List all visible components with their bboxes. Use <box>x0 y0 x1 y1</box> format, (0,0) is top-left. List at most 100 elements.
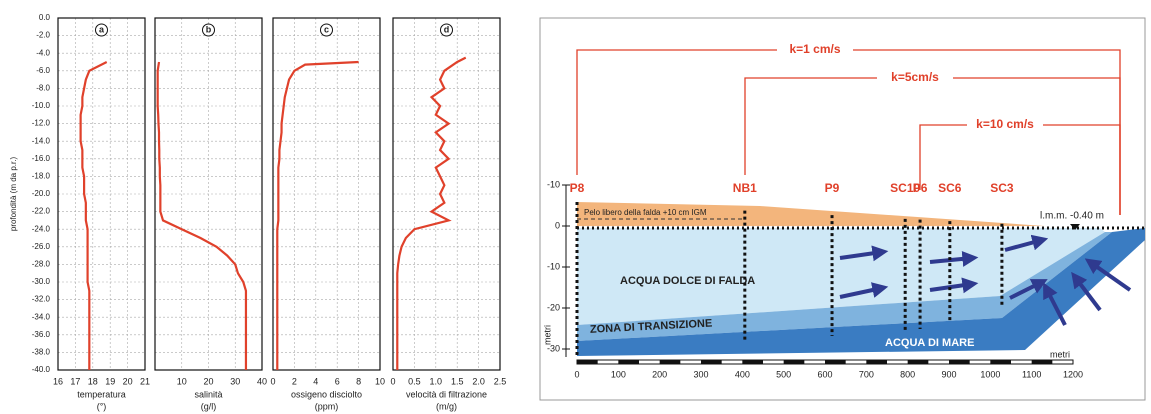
x-tick-label: 40 <box>257 376 267 386</box>
profile-panels: 0.0 -2.0 -4.0 -6.0 -8.0 -10.0 -12.0 -14.0 -16.0 -… <box>9 13 506 411</box>
x-tick-label: 300 <box>693 369 708 379</box>
zone-label: ACQUA DOLCE DI FALDA <box>620 275 755 287</box>
x-tick-label: 0 <box>390 376 395 386</box>
y-tick-label: -30 <box>547 343 560 353</box>
x-axis-title: temperatura <box>77 389 126 399</box>
well-label: P9 <box>825 181 840 195</box>
y-tick-label: -12.0 <box>32 119 51 128</box>
y-tick-label: 0 <box>555 220 560 230</box>
axis-segment <box>1032 360 1053 364</box>
x-tick-label: 1200 <box>1063 369 1083 379</box>
x-tick-label: 0 <box>574 369 579 379</box>
y-tick-label: -36.0 <box>32 330 51 339</box>
y-tick-label: 0.0 <box>39 13 51 22</box>
profile-line <box>397 58 465 370</box>
bracket <box>745 78 1120 215</box>
x-tick-label: 10 <box>177 376 187 386</box>
x-axis-title: ossigeno disciolto <box>291 389 362 399</box>
y-tick-label: -10.0 <box>32 101 51 110</box>
x-tick-label: 2.5 <box>494 376 507 386</box>
x-tick-label: 19 <box>105 376 115 386</box>
axis-segment <box>990 360 1011 364</box>
x-tick-label: 18 <box>88 376 98 386</box>
y-tick-label: -10 <box>547 261 560 271</box>
axis-segment <box>866 360 887 364</box>
y-tick-label: -4.0 <box>36 48 50 57</box>
x-tick-label: 16 <box>53 376 63 386</box>
y-tick-label: -38.0 <box>32 348 51 357</box>
axis-segment <box>618 360 639 364</box>
sea-level-label: l.m.m. -0.40 m <box>1040 211 1104 222</box>
y-tick-label: -8.0 <box>36 84 50 93</box>
y-tick-label: -24.0 <box>32 224 51 233</box>
y-tick-label: -2.0 <box>36 31 50 40</box>
panel-label: c <box>324 24 329 34</box>
y-tick-label: -22.0 <box>32 207 51 216</box>
profile-line <box>81 62 107 370</box>
y-axis-title: metri <box>542 325 552 345</box>
axis-segment <box>949 360 970 364</box>
x-tick-label: 1100 <box>1022 369 1041 379</box>
axis-segment <box>742 360 763 364</box>
y-tick-label: -40.0 <box>32 365 51 374</box>
x-tick-label: 0 <box>270 376 275 386</box>
axis-segment <box>784 360 805 364</box>
x-tick-label: 1.0 <box>430 376 443 386</box>
y-axis-title: profondità (m da p.r.) <box>9 157 18 232</box>
cross-section: Pelo libero della falda +10 cm IGM l.m.m… <box>540 18 1145 400</box>
zone-label: ACQUA DI MARE <box>885 337 974 349</box>
y-tick-label: -20 <box>547 302 560 312</box>
x-tick-label: 400 <box>735 369 750 379</box>
x-tick-label: 20 <box>203 376 213 386</box>
figure: 0.0 -2.0 -4.0 -6.0 -8.0 -10.0 -12.0 -14.0 -16.0 -… <box>0 0 1151 414</box>
bracket-label: k=5cm/s <box>891 70 939 84</box>
x-axis-unit: (°) <box>97 401 107 411</box>
well-label: P8 <box>570 181 585 195</box>
x-axis-title: metri <box>1050 349 1070 359</box>
y-tick-label: -30.0 <box>32 277 51 286</box>
y-tick-label: -10 <box>547 179 560 189</box>
axis-segment <box>577 360 598 364</box>
y-tick-label: -32.0 <box>32 295 51 304</box>
x-axis-title: velocità di filtrazione <box>406 389 487 399</box>
x-tick-label: 10 <box>375 376 385 386</box>
x-tick-label: 1000 <box>980 369 1000 379</box>
x-axis-unit: (g/l) <box>201 401 217 411</box>
x-tick-label: 800 <box>900 369 915 379</box>
x-axis-unit: (m/g) <box>436 401 457 411</box>
x-tick-label: 0.5 <box>408 376 421 386</box>
bracket-label: k=10 cm/s <box>976 117 1034 131</box>
axis-segment <box>825 360 846 364</box>
x-tick-label: 2.0 <box>472 376 485 386</box>
x-tick-label: 900 <box>941 369 956 379</box>
y-tick-label: -14.0 <box>32 136 51 145</box>
x-tick-label: 6 <box>335 376 340 386</box>
y-tick-label: -28.0 <box>32 260 51 269</box>
x-tick-label: 100 <box>611 369 626 379</box>
x-tick-label: 8 <box>356 376 361 386</box>
x-tick-label: 30 <box>230 376 240 386</box>
axis-segment <box>908 360 929 364</box>
bracket-label: k=1 cm/s <box>789 42 840 56</box>
y-tick-label: -16.0 <box>32 154 51 163</box>
x-tick-label: 21 <box>140 376 150 386</box>
x-tick-label: 500 <box>776 369 791 379</box>
panel-label: d <box>444 24 450 34</box>
y-tick-label: -18.0 <box>32 172 51 181</box>
axis-segment <box>701 360 722 364</box>
x-tick-label: 1.5 <box>451 376 464 386</box>
bracket <box>920 125 1120 215</box>
x-tick-label: 20 <box>123 376 133 386</box>
y-tick-label: -34.0 <box>32 312 51 321</box>
x-tick-label: 4 <box>313 376 318 386</box>
well-label: SC6 <box>938 181 962 195</box>
water-table-label: Pelo libero della falda +10 cm IGM <box>584 208 707 217</box>
x-tick-label: 2 <box>292 376 297 386</box>
x-tick-label: 200 <box>652 369 667 379</box>
x-tick-label: 600 <box>817 369 832 379</box>
y-tick-label: -26.0 <box>32 242 51 251</box>
y-tick-label: -6.0 <box>36 66 50 75</box>
well-label: NB1 <box>733 181 757 195</box>
profile-line <box>277 62 358 370</box>
profile-line <box>158 62 246 370</box>
